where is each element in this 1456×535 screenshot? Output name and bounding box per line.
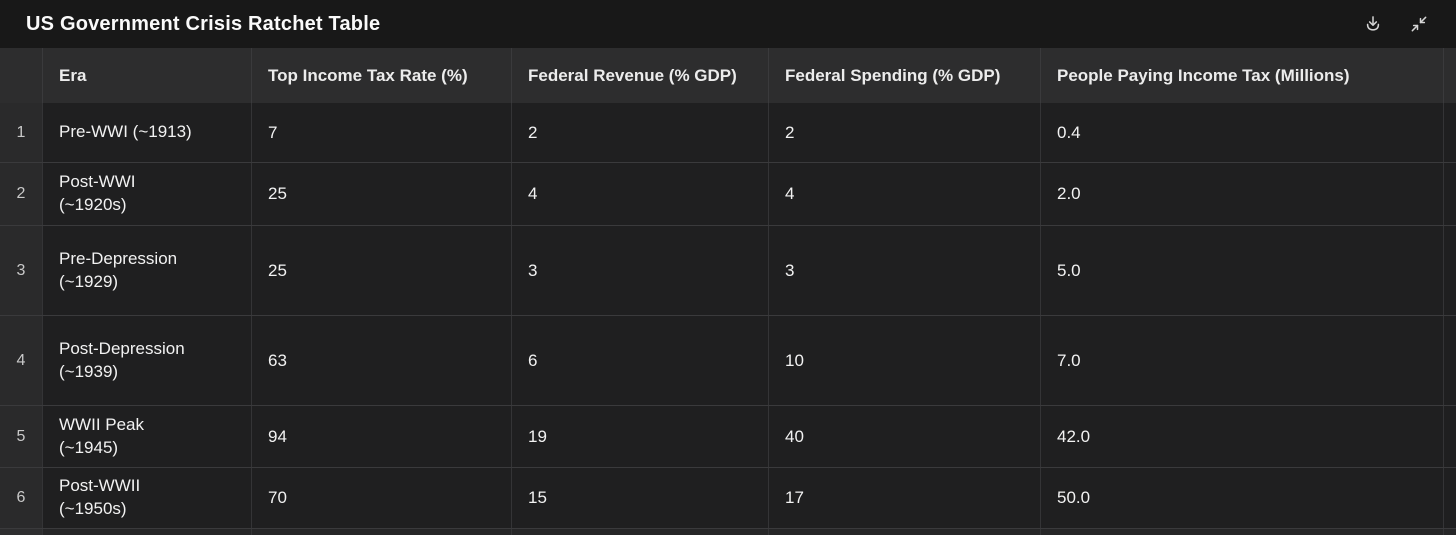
cell-era: Pre-WWI (~1913) xyxy=(42,103,251,162)
row-number: 2 xyxy=(0,163,42,225)
row-spacer xyxy=(1443,468,1456,528)
cell-tax-rate: 7 xyxy=(251,103,511,162)
era-value: Post-Depression (~1939) xyxy=(59,338,185,381)
row-number: 1 xyxy=(0,103,42,162)
table-header-row: Era Top Income Tax Rate (%) Federal Reve… xyxy=(0,48,1456,103)
table-row: 3 Pre-Depression (~1929) 25 3 3 5.0 xyxy=(0,225,1456,315)
column-header-people-paying-income-tax: People Paying Income Tax (Millions) xyxy=(1040,48,1443,103)
cell-people-paying: 5.0 xyxy=(1040,226,1443,315)
cell-tax-rate: 25 xyxy=(251,163,511,225)
cell-federal-spending: 4 xyxy=(768,163,1040,225)
cell-federal-spending: 3 xyxy=(768,226,1040,315)
era-value: Pre-Depression (~1929) xyxy=(59,248,178,291)
cell-federal-spending: 10 xyxy=(768,316,1040,405)
row-number xyxy=(0,529,42,535)
column-header-top-income-tax-rate: Top Income Tax Rate (%) xyxy=(251,48,511,103)
table-row: 4 Post-Depression (~1939) 63 6 10 7.0 xyxy=(0,315,1456,405)
era-value: Pre-WWI (~1913) xyxy=(59,122,192,142)
cell-people-paying: 0.4 xyxy=(1040,103,1443,162)
table-row: 5 WWII Peak (~1945) 94 19 40 42.0 xyxy=(0,405,1456,467)
table-row: 1 Pre-WWI (~1913) 7 2 2 0.4 xyxy=(0,103,1456,162)
cell-federal-revenue: 2 xyxy=(511,103,768,162)
column-header-federal-revenue: Federal Revenue (% GDP) xyxy=(511,48,768,103)
table-row-partial xyxy=(0,528,1456,535)
cell-federal-spending xyxy=(768,529,1040,535)
cell-tax-rate xyxy=(251,529,511,535)
row-spacer xyxy=(1443,316,1456,405)
page-title: US Government Crisis Ratchet Table xyxy=(26,12,381,35)
row-spacer xyxy=(1443,103,1456,162)
cell-federal-revenue xyxy=(511,529,768,535)
download-button[interactable] xyxy=(1362,13,1384,35)
era-value: Post-WWII (~1950s) xyxy=(59,476,141,518)
row-number: 4 xyxy=(0,316,42,405)
row-number: 5 xyxy=(0,406,42,467)
column-header-federal-spending: Federal Spending (% GDP) xyxy=(768,48,1040,103)
cell-federal-revenue: 19 xyxy=(511,406,768,467)
cell-federal-revenue: 15 xyxy=(511,468,768,528)
row-spacer xyxy=(1443,163,1456,225)
cell-people-paying: 7.0 xyxy=(1040,316,1443,405)
cell-era: WWII Peak (~1945) xyxy=(42,406,251,467)
cell-federal-revenue: 6 xyxy=(511,316,768,405)
cell-federal-revenue: 4 xyxy=(511,163,768,225)
cell-tax-rate: 70 xyxy=(251,468,511,528)
cell-people-paying: 50.0 xyxy=(1040,468,1443,528)
titlebar-actions xyxy=(1362,13,1430,35)
data-table: Era Top Income Tax Rate (%) Federal Reve… xyxy=(0,48,1456,535)
row-number: 3 xyxy=(0,226,42,315)
collapse-icon xyxy=(1409,14,1429,34)
cell-tax-rate: 63 xyxy=(251,316,511,405)
table-body: 1 Pre-WWI (~1913) 7 2 2 0.4 2 Post-WWI (… xyxy=(0,103,1456,535)
cell-people-paying: 42.0 xyxy=(1040,406,1443,467)
table-row: 2 Post-WWI (~1920s) 25 4 4 2.0 xyxy=(0,162,1456,225)
row-spacer xyxy=(1443,406,1456,467)
cell-tax-rate: 25 xyxy=(251,226,511,315)
cell-tax-rate: 94 xyxy=(251,406,511,467)
titlebar: US Government Crisis Ratchet Table xyxy=(0,0,1456,48)
download-icon xyxy=(1363,14,1383,34)
header-spacer xyxy=(1443,48,1456,103)
cell-federal-spending: 17 xyxy=(768,468,1040,528)
cell-people-paying xyxy=(1040,529,1443,535)
cell-federal-spending: 2 xyxy=(768,103,1040,162)
cell-era: Post-WWII (~1950s) xyxy=(42,468,251,528)
row-spacer xyxy=(1443,226,1456,315)
row-number-header xyxy=(0,48,42,103)
row-spacer xyxy=(1443,529,1456,535)
cell-era: Post-Depression (~1939) xyxy=(42,316,251,405)
row-number: 6 xyxy=(0,468,42,528)
cell-era: Post-WWI (~1920s) xyxy=(42,163,251,225)
era-value: WWII Peak (~1945) xyxy=(59,414,145,457)
cell-federal-spending: 40 xyxy=(768,406,1040,467)
table-row: 6 Post-WWII (~1950s) 70 15 17 50.0 xyxy=(0,467,1456,528)
cell-federal-revenue: 3 xyxy=(511,226,768,315)
cell-people-paying: 2.0 xyxy=(1040,163,1443,225)
column-header-era: Era xyxy=(42,48,251,103)
cell-era: Pre-Depression (~1929) xyxy=(42,226,251,315)
collapse-button[interactable] xyxy=(1408,13,1430,35)
cell-era xyxy=(42,529,251,535)
era-value: Post-WWI (~1920s) xyxy=(59,172,136,214)
